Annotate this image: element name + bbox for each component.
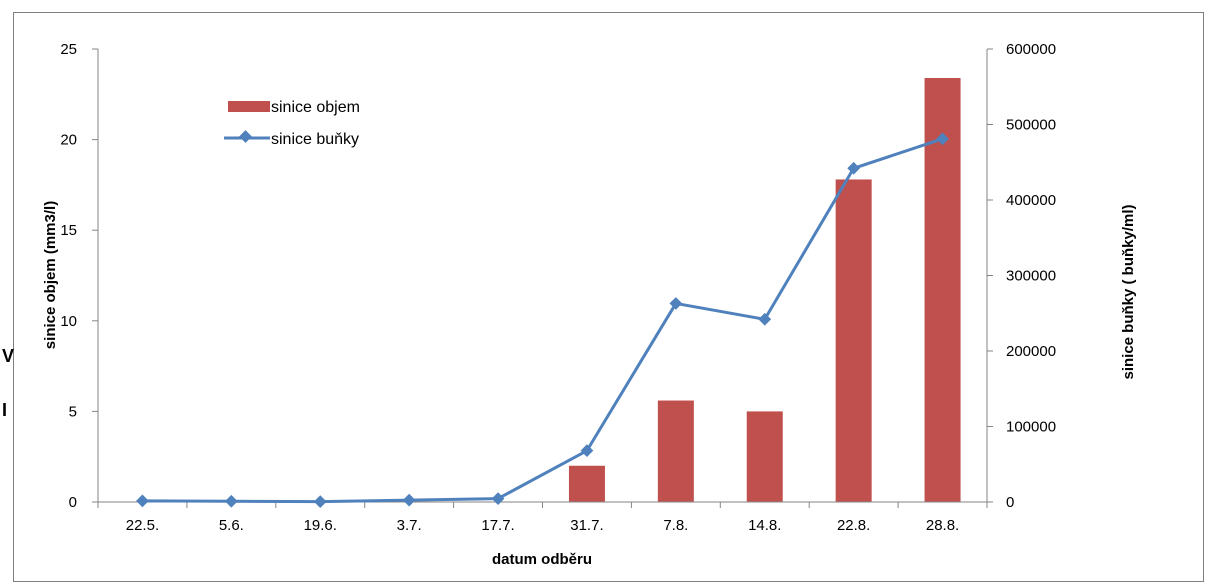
y-left-tick-label: 20 (60, 132, 77, 149)
y-left-tick-label: 5 (69, 403, 77, 420)
x-tick-label: 22.5. (126, 517, 159, 534)
bar-14.8. (746, 411, 783, 502)
legend: sinice objem sinice buňky (224, 99, 360, 148)
line-marker-22.5. (136, 494, 149, 508)
legend-swatch-bar (228, 101, 270, 112)
line-marker-3.7. (402, 493, 416, 507)
line-marker-5.6. (224, 494, 238, 508)
y-right-tick-label: 300000 (1006, 268, 1056, 285)
line-series (136, 132, 949, 508)
bar-31.7. (568, 465, 605, 502)
x-tick-label: 7.8. (663, 517, 688, 534)
y-right-tick-label: 100000 (1006, 419, 1056, 436)
stray-glyph-v: V (2, 346, 14, 366)
tick-labels: 0 5 10 15 20 25 0 100000 200000 300000 400000 50000… (60, 41, 1056, 534)
stray-glyph-i: I (2, 400, 7, 420)
y-right-tick-label: 200000 (1006, 343, 1056, 360)
x-tick-label: 31.7. (570, 517, 603, 534)
x-axis-title: datum odběru (492, 551, 592, 568)
y-left-tick-label: 0 (69, 494, 77, 511)
y-left-tick-label: 15 (60, 222, 77, 239)
line-marker-17.7. (491, 492, 505, 505)
line-marker-19.6. (313, 495, 327, 508)
y-right-tick-label: 500000 (1006, 117, 1056, 134)
bar-22.8. (835, 179, 872, 503)
y-axis-title-right: sinice buňky ( buňky/ml) (1120, 204, 1137, 379)
legend-swatch-marker (239, 130, 252, 143)
line-sinice-bunky (142, 137, 944, 504)
y-right-tick-label: 600000 (1006, 41, 1056, 58)
x-tick-label: 28.8. (926, 517, 959, 534)
x-tick-label: 14.8. (748, 517, 781, 534)
x-tick-label: 5.6. (219, 517, 244, 534)
x-tick-label: 22.8. (837, 517, 870, 534)
y-left-tick-label: 25 (60, 41, 77, 58)
bar-28.8. (924, 77, 961, 502)
y-right-tick-label: 0 (1006, 494, 1014, 511)
x-tick-label: 3.7. (397, 517, 422, 534)
legend-label-bar: sinice objem (271, 99, 360, 116)
y-left-tick-label: 10 (60, 313, 77, 330)
bar-7.8. (657, 400, 694, 502)
legend-label-line: sinice buňky (271, 131, 359, 148)
y-axis-title-left: sinice objem (mm3/l) (42, 201, 59, 349)
y-right-tick-label: 400000 (1006, 192, 1056, 209)
x-tick-label: 19.6. (304, 517, 337, 534)
chart-frame (13, 12, 1204, 582)
bar-series (568, 77, 961, 503)
x-tick-label: 17.7. (481, 517, 514, 534)
axes (92, 48, 993, 508)
